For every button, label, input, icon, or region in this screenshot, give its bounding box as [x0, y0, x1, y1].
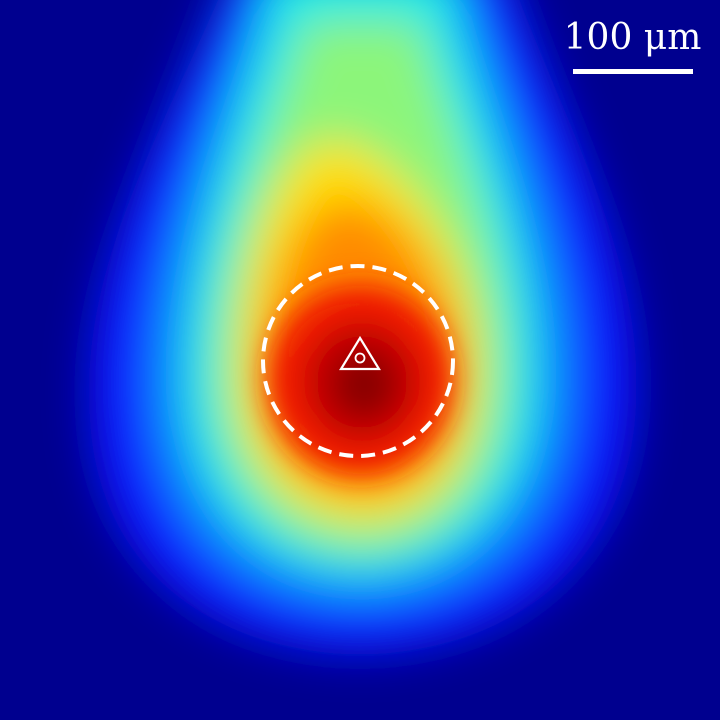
heat-core: [268, 285, 452, 475]
triangle-with-circle-icon: [339, 335, 381, 371]
scale-bar: [573, 69, 693, 74]
dashed-circle: [261, 264, 455, 458]
scale-bar-label: 100 μm: [563, 17, 702, 58]
